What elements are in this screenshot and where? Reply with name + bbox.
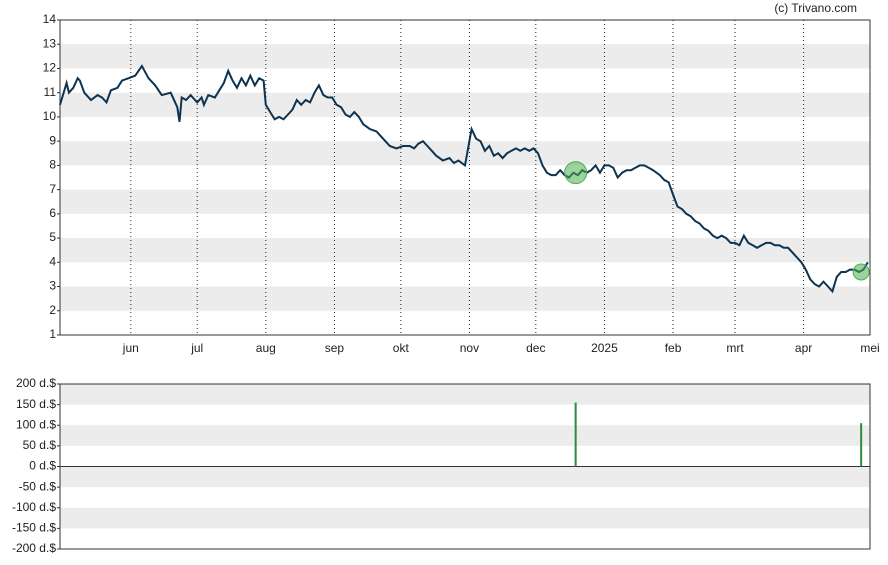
band: [60, 384, 870, 405]
band: [60, 466, 870, 488]
event-marker: [852, 263, 870, 281]
x-tick-label: mei: [860, 341, 879, 355]
bar: [574, 402, 577, 467]
y-tick-label: 13: [43, 36, 57, 50]
x-tick-label: apr: [795, 341, 812, 355]
bar: [860, 423, 863, 467]
y-tick-label: 4: [49, 254, 56, 268]
y-tick-label: -50 d.$: [19, 479, 57, 493]
x-tick-label: okt: [393, 341, 410, 355]
x-tick-label: jul: [190, 341, 203, 355]
price-line: [59, 64, 869, 294]
y-tick-label: -150 d.$: [12, 521, 56, 535]
band: [60, 189, 870, 214]
y-tick-label: 50 d.$: [23, 438, 57, 452]
x-tick-label: dec: [526, 341, 545, 355]
x-tick-label: jun: [122, 341, 139, 355]
y-tick-label: 8: [49, 158, 56, 172]
x-tick-label: feb: [665, 341, 682, 355]
y-tick-label: 5: [49, 230, 56, 244]
y-tick-label: 200 d.$: [16, 376, 56, 390]
band: [60, 507, 870, 529]
y-tick-label: 12: [43, 61, 57, 75]
band: [60, 286, 870, 311]
credit: (c) Trivano.com: [774, 1, 857, 15]
x-tick-label: aug: [256, 341, 276, 355]
band: [60, 425, 870, 446]
y-tick-label: 2: [49, 303, 56, 317]
x-tick-label: nov: [460, 341, 479, 355]
y-tick-label: 6: [49, 206, 56, 220]
y-tick-label: 11: [44, 85, 57, 99]
y-tick-label: 1: [49, 327, 56, 341]
y-tick-label: 3: [49, 279, 56, 293]
plot-frame: [59, 19, 871, 336]
y-tick-label: -100 d.$: [12, 500, 56, 514]
y-tick-label: 9: [49, 133, 56, 147]
event-marker: [564, 161, 588, 185]
y-tick-label: 150 d.$: [16, 397, 56, 411]
x-tick-label: mrt: [726, 341, 744, 355]
y-tick-label: 7: [49, 182, 56, 196]
band: [60, 44, 870, 69]
x-tick-label: sep: [325, 341, 345, 355]
y-tick-label: 0 d.$: [29, 459, 56, 473]
x-tick-label: 2025: [591, 341, 618, 355]
y-tick-label: -200 d.$: [12, 541, 56, 555]
y-tick-label: 14: [43, 12, 57, 26]
y-tick-label: 10: [43, 109, 57, 123]
y-tick-label: 100 d.$: [16, 417, 56, 431]
